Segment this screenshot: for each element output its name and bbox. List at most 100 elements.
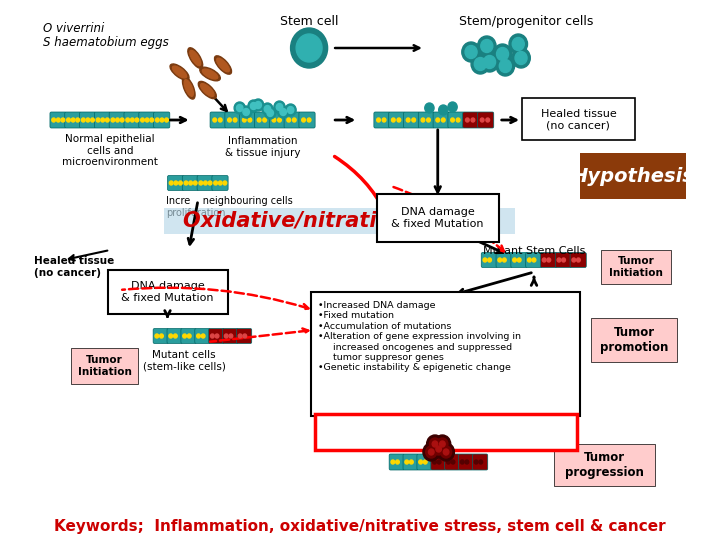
FancyBboxPatch shape [65,112,81,128]
FancyBboxPatch shape [389,112,405,128]
FancyBboxPatch shape [299,112,315,128]
Circle shape [509,34,528,54]
Circle shape [436,118,440,122]
Circle shape [243,109,249,116]
Ellipse shape [215,56,232,74]
Circle shape [225,334,228,338]
Circle shape [406,118,410,122]
FancyBboxPatch shape [417,454,432,470]
Circle shape [67,118,71,122]
Circle shape [101,118,104,122]
Text: Mutant cells
(stem-like cells): Mutant cells (stem-like cells) [143,350,225,372]
Circle shape [140,118,144,122]
Circle shape [440,441,445,447]
Circle shape [91,118,94,122]
FancyBboxPatch shape [254,112,271,128]
Text: Healed tissue
(no cancer): Healed tissue (no cancer) [541,109,616,131]
FancyBboxPatch shape [153,112,170,128]
Circle shape [111,118,114,122]
FancyBboxPatch shape [555,253,572,267]
FancyBboxPatch shape [71,348,138,384]
FancyBboxPatch shape [225,112,241,128]
Circle shape [199,181,202,185]
Text: Inflammation
& tissue injury: Inflammation & tissue injury [225,136,300,158]
Circle shape [248,100,259,112]
Text: Stem cell: Stem cell [280,15,338,28]
FancyBboxPatch shape [580,153,685,199]
Circle shape [189,181,192,185]
Circle shape [480,118,484,122]
Circle shape [307,118,311,122]
Circle shape [466,118,469,122]
Circle shape [243,334,247,338]
Circle shape [425,103,434,113]
FancyBboxPatch shape [195,328,210,343]
Circle shape [240,106,252,118]
Circle shape [481,39,492,52]
Circle shape [145,118,149,122]
Circle shape [184,181,188,185]
Circle shape [96,118,100,122]
Circle shape [471,118,474,122]
FancyBboxPatch shape [124,112,140,128]
Text: •Increased DNA damage
•Fixed mutation
•Accumulation of mutations
•Alteration of : •Increased DNA damage •Fixed mutation •A… [318,301,521,373]
Circle shape [155,334,158,338]
Circle shape [267,110,274,117]
Circle shape [392,118,395,122]
Circle shape [262,103,273,115]
FancyBboxPatch shape [459,454,474,470]
Circle shape [429,438,441,450]
Circle shape [202,334,205,338]
Circle shape [208,181,212,185]
Circle shape [412,118,415,122]
FancyBboxPatch shape [591,318,677,362]
Circle shape [518,258,521,262]
Circle shape [437,460,441,464]
Circle shape [423,443,440,461]
Circle shape [251,103,257,110]
Text: Stem/progenitor cells: Stem/progenitor cells [459,15,594,28]
Circle shape [512,48,531,68]
Circle shape [483,258,487,262]
FancyBboxPatch shape [472,454,487,470]
Circle shape [204,181,207,185]
FancyBboxPatch shape [526,253,542,267]
Circle shape [135,118,139,122]
FancyBboxPatch shape [554,444,655,486]
FancyBboxPatch shape [181,328,196,343]
Circle shape [434,435,451,453]
Text: Hypothesis: Hypothesis [572,166,695,186]
Circle shape [233,118,237,122]
FancyBboxPatch shape [153,328,168,343]
Text: S haematobium eggs: S haematobium eggs [43,36,169,49]
FancyBboxPatch shape [222,328,238,343]
Ellipse shape [188,48,202,68]
Circle shape [265,107,276,119]
Circle shape [81,118,85,122]
Circle shape [52,118,55,122]
Circle shape [542,258,546,262]
Circle shape [496,56,515,76]
Circle shape [243,118,246,122]
FancyBboxPatch shape [477,112,494,128]
Circle shape [61,118,65,122]
Circle shape [465,45,477,58]
Circle shape [444,449,449,455]
Circle shape [223,181,227,185]
Circle shape [421,118,425,122]
FancyBboxPatch shape [210,112,226,128]
Circle shape [165,118,168,122]
Circle shape [150,118,153,122]
FancyBboxPatch shape [182,176,199,191]
FancyBboxPatch shape [167,328,182,343]
Circle shape [236,105,243,111]
Circle shape [263,118,266,122]
Circle shape [86,118,90,122]
FancyBboxPatch shape [481,253,498,267]
Circle shape [397,118,401,122]
Circle shape [156,118,159,122]
FancyBboxPatch shape [431,454,446,470]
Circle shape [423,460,427,464]
Circle shape [130,118,134,122]
Ellipse shape [190,50,201,66]
